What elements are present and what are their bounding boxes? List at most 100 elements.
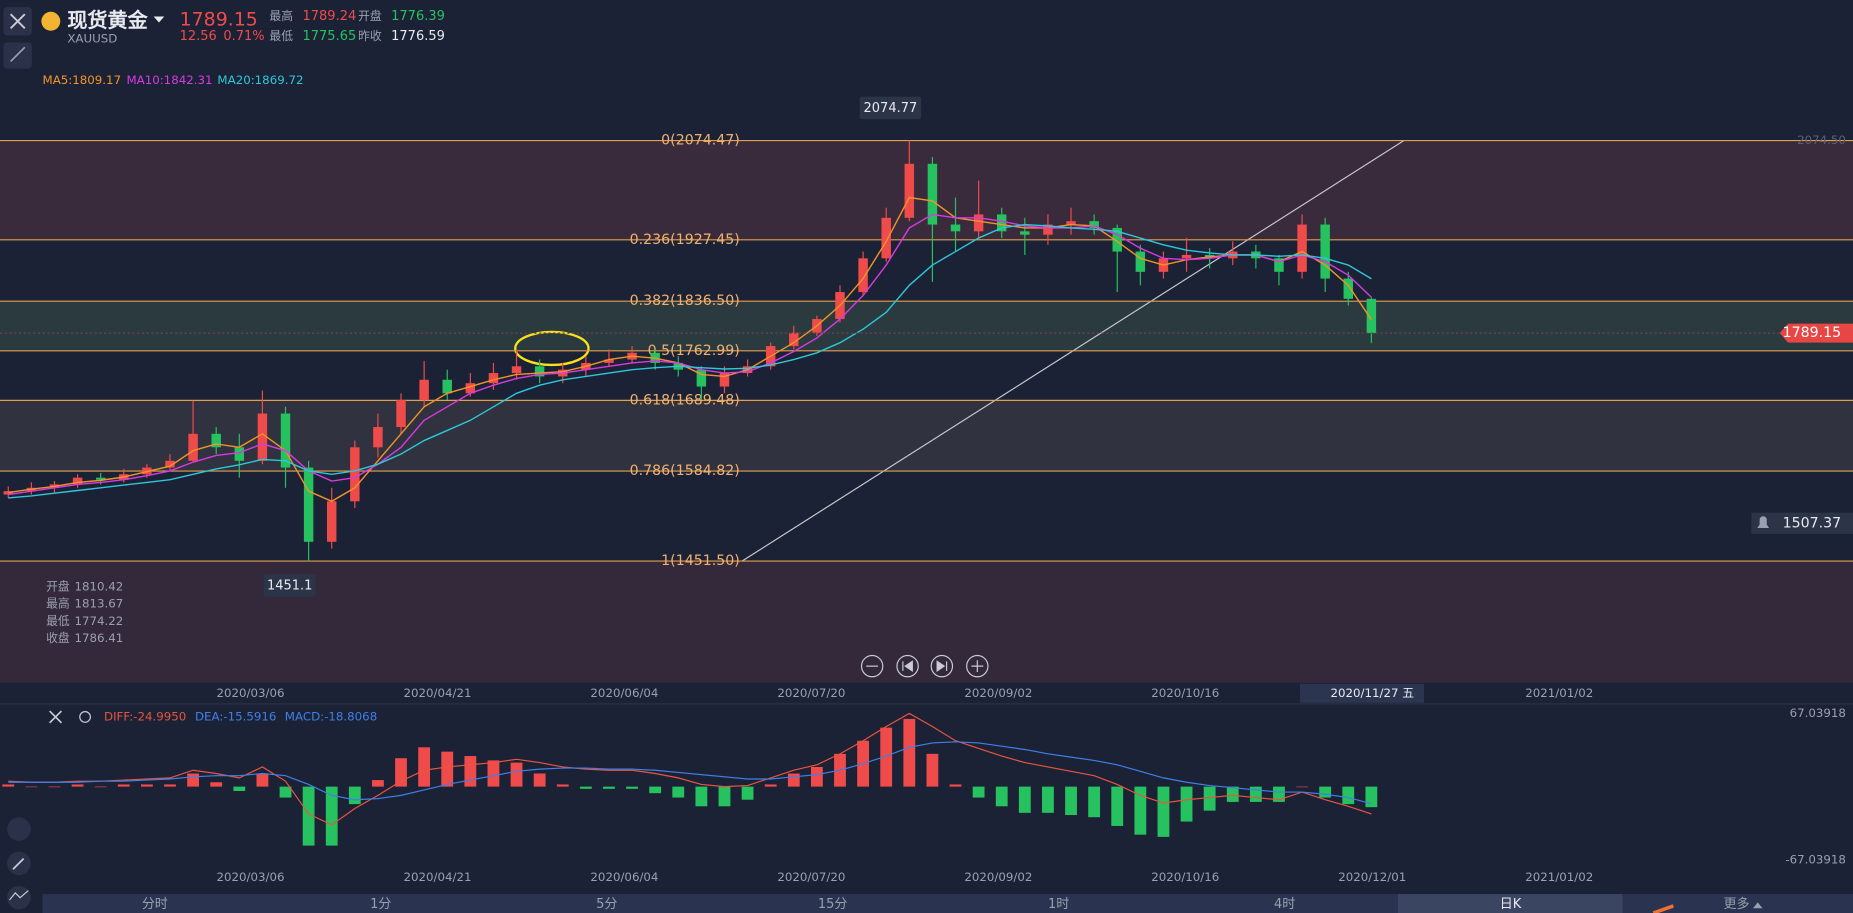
candle-body (858, 258, 868, 293)
tab[interactable]: 5分 (596, 897, 617, 912)
candle-body (534, 366, 545, 377)
macd-bar (395, 758, 407, 787)
x-tick-label: 2020/03/06 (217, 686, 285, 700)
low-label: 最低 (269, 29, 293, 43)
macd-legend: MACD:-18.8068 (285, 709, 377, 723)
low-value: 1775.65 (303, 29, 357, 44)
zoom-in[interactable] (966, 654, 989, 678)
ma-legend: MA5:1809.17 (43, 73, 122, 87)
current-price-tag (1779, 323, 1853, 343)
fib-label: 0.5(1762.99) (648, 343, 740, 359)
macd-bar (926, 753, 939, 787)
low-marker-box (263, 574, 316, 597)
macd-bar (1203, 786, 1216, 811)
info-value: 1813.67 (74, 597, 123, 611)
tab[interactable]: 日K (1500, 897, 1522, 912)
candle-body (973, 214, 984, 232)
candle-body (604, 359, 614, 363)
tab[interactable]: 1分 (370, 897, 391, 912)
macd-bar (718, 786, 731, 807)
candle-body (465, 383, 476, 394)
fib-label: 0.236(1927.45) (630, 232, 740, 248)
plot: 0(2074.47) 0.236(1927.45) 0.382(1836.50) 0.… (0, 73, 1853, 884)
fib-label: 0.618(1689.48) (630, 392, 740, 408)
macd-bar (1157, 786, 1170, 837)
macd-bar (187, 773, 200, 787)
corner-mark (1652, 904, 1674, 913)
candle-body (1089, 221, 1099, 228)
macd-bar (302, 786, 315, 846)
zoom-out[interactable] (860, 654, 884, 678)
prev-close-label: 昨收 (358, 29, 382, 43)
date-highlight (1299, 683, 1425, 703)
macd-bar (1065, 786, 1077, 816)
macd-bar (741, 786, 754, 800)
macd-line (8, 712, 1372, 826)
candle-body (95, 477, 106, 480)
fib-label: 0.786(1584.82) (630, 463, 740, 479)
candle-body (373, 427, 383, 448)
macd-bar (25, 786, 38, 788)
alert-bell (1757, 516, 1770, 529)
high-value: 1789.24 (303, 9, 357, 24)
high-marker: 2074.77 (864, 101, 918, 116)
candle-body (488, 373, 499, 384)
macd-bar (140, 784, 153, 787)
expand-button[interactable] (3, 42, 32, 69)
info-label: 开盘 (46, 580, 70, 594)
macd-bar (372, 780, 384, 787)
macd-bar (1088, 786, 1101, 818)
macd-bar (1180, 786, 1193, 822)
macd-settings[interactable] (79, 711, 91, 723)
candle-body (1043, 224, 1053, 235)
candle-body (1297, 224, 1307, 272)
macd-x-tick-label: 2020/03/06 (217, 870, 285, 884)
step-back[interactable] (896, 654, 919, 678)
tab[interactable]: 4时 (1274, 897, 1295, 912)
macd-bar (94, 786, 107, 788)
tab[interactable]: 15分 (818, 897, 848, 912)
macd-x-tick-label: 2020/12/01 (1338, 870, 1406, 884)
tool-chart[interactable] (7, 885, 31, 910)
candle-body (950, 224, 961, 232)
macd-bar (464, 756, 477, 787)
fib-label: 0.382(1836.50) (630, 293, 740, 309)
macd-bar (441, 751, 454, 787)
candle-body (904, 163, 915, 218)
x-tick-label: 2020/10/16 (1151, 686, 1219, 700)
fib-label: 1(1451.50) (661, 553, 740, 569)
tab[interactable]: 分时 (142, 897, 168, 912)
axis-price: 2074.50 (1797, 133, 1846, 147)
macd-bar (556, 784, 569, 787)
ma-line (8, 196, 1372, 503)
candle-body (719, 373, 730, 387)
tool-indicators[interactable] (7, 817, 31, 841)
fib-band (0, 400, 1853, 472)
open-value: 1776.39 (391, 9, 445, 24)
dropdown-arrow[interactable] (153, 16, 165, 23)
macd-bar (1111, 786, 1124, 826)
last-price: 1789.15 (180, 9, 258, 31)
tab[interactable]: 更多 (1723, 897, 1749, 912)
step-forward[interactable] (930, 654, 954, 678)
instrument-name[interactable]: 现货黄金 (67, 8, 148, 32)
macd-bar (672, 786, 685, 798)
macd-bar (256, 773, 269, 787)
highlight-ellipse (514, 330, 590, 367)
tab[interactable]: 1时 (1048, 897, 1069, 912)
macd-bar (1042, 786, 1054, 813)
macd-bar (1273, 786, 1285, 802)
macd-x-tick-label: 2020/10/16 (1151, 870, 1219, 884)
macd-x-tick-label: 2021/01/02 (1525, 870, 1593, 884)
candle-body (211, 433, 221, 448)
macd-close[interactable] (49, 710, 63, 724)
info-value: 1774.22 (74, 614, 123, 628)
info-label: 最低 (46, 614, 70, 628)
candle-body (1366, 298, 1377, 334)
candle-body (234, 447, 245, 461)
fib-label: 0(2074.47) (661, 133, 740, 149)
alert-tag[interactable] (1751, 512, 1853, 534)
info-label: 最高 (46, 597, 70, 611)
candle-body (696, 369, 707, 387)
